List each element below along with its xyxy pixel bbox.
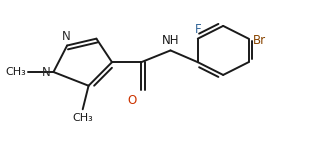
Text: F: F <box>195 23 201 36</box>
Text: Br: Br <box>252 34 266 47</box>
Text: N: N <box>62 30 70 43</box>
Text: CH₃: CH₃ <box>72 113 93 123</box>
Text: NH: NH <box>162 34 179 48</box>
Text: CH₃: CH₃ <box>6 67 26 77</box>
Text: N: N <box>42 67 51 79</box>
Text: O: O <box>127 94 136 107</box>
